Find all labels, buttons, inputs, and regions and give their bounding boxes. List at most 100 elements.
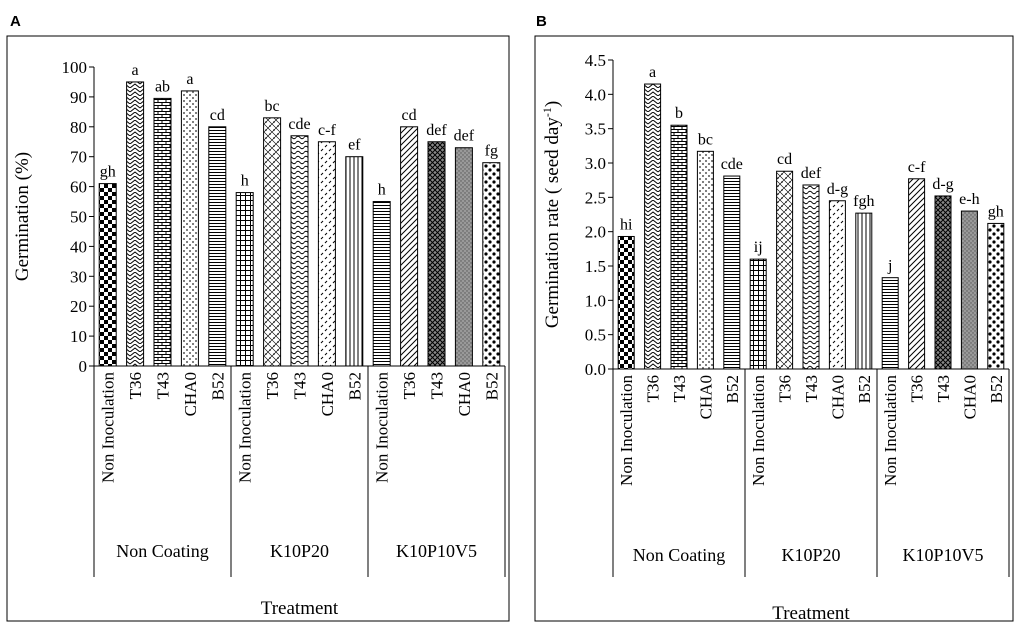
- y-tick-label: 100: [62, 58, 88, 77]
- x-category-label: T43: [428, 372, 447, 399]
- group-label: K10P10V5: [902, 545, 983, 565]
- x-category-label: B52: [723, 375, 742, 403]
- chart-panel-a: A 0 10 20 30 40 50 60 70 80 90 100 Germination (%) gh…: [6, 13, 510, 622]
- bar: [345, 156, 364, 367]
- bar-significance-label: def: [801, 165, 822, 182]
- x-category-label: Non Inoculation: [617, 375, 636, 486]
- y-tick-label: 2.0: [585, 223, 606, 242]
- bar: [881, 277, 899, 370]
- y-tick-label: 2.5: [585, 188, 606, 207]
- y-tick-label: 70: [70, 148, 87, 167]
- bar: [400, 126, 419, 367]
- x-category-label: Non Inoculation: [236, 372, 255, 483]
- bar-significance-label: ab: [155, 78, 170, 95]
- x-category-label: CHA0: [696, 375, 715, 419]
- y-tick-label: 40: [70, 237, 87, 256]
- y-tick-label: 20: [70, 297, 87, 316]
- y-tick-label: 80: [70, 118, 87, 137]
- x-category-label: T36: [263, 372, 282, 399]
- bar: [670, 124, 688, 370]
- y-tick-label: 0.0: [585, 360, 606, 379]
- x-category-label: CHA0: [455, 372, 474, 416]
- x-category-label: B52: [987, 375, 1006, 403]
- group-label: K10P20: [270, 541, 329, 561]
- bar: [427, 141, 446, 367]
- bar: [180, 90, 199, 367]
- y-tick-label: 1.5: [585, 257, 606, 276]
- x-category-label: T36: [400, 372, 419, 399]
- bar-significance-label: h: [378, 182, 386, 199]
- bar: [98, 183, 117, 367]
- y-tick-label: 90: [70, 88, 87, 107]
- bar-significance-label: c-f: [908, 159, 926, 176]
- x-category-label: Non Inoculation: [881, 375, 900, 486]
- bar-significance-label: def: [454, 128, 475, 145]
- germination-rate-chart: B 0.0 0.5 1.0 1.5 2.0 2.5 3.0 3.5 4.0 4.5 Germinati…: [534, 13, 1014, 624]
- bar: [908, 178, 926, 370]
- y-tick-label: 60: [70, 178, 87, 197]
- bar-significance-label: ef: [348, 137, 361, 154]
- bar: [208, 126, 227, 367]
- bar-significance-label: hi: [620, 216, 633, 233]
- bar: [934, 195, 952, 370]
- x-category-label: CHA0: [960, 375, 979, 419]
- x-category-label: T36: [644, 375, 663, 402]
- y-tick-label: 10: [70, 327, 87, 346]
- bar: [126, 81, 145, 367]
- chart-frame: [534, 35, 1014, 622]
- bar: [153, 97, 172, 367]
- bar-significance-label: c-f: [318, 122, 336, 139]
- bar-significance-label: gh: [988, 203, 1004, 220]
- x-category-label: B52: [345, 372, 364, 400]
- bar: [802, 184, 820, 370]
- bar-significance-label: fgh: [853, 193, 874, 210]
- bar-significance-label: cd: [777, 151, 792, 168]
- y-axis-title: Germination rate ( seed day-1): [540, 101, 563, 328]
- bar: [696, 150, 714, 370]
- germination-chart: A 0 10 20 30 40 50 60 70 80 90 100 Germination (%) gh…: [6, 13, 510, 622]
- bar: [290, 135, 309, 367]
- x-category-label: T43: [670, 375, 689, 402]
- y-axis-title-superscript: -1: [540, 107, 554, 117]
- x-category-label: B52: [855, 375, 874, 403]
- bar: [776, 170, 794, 370]
- panel-label: A: [10, 13, 21, 30]
- x-category-label: T36: [126, 372, 145, 399]
- bar: [960, 210, 978, 370]
- bar-significance-label: cd: [402, 107, 417, 124]
- chart-frame: [6, 35, 510, 622]
- y-tick-label: 3.5: [585, 120, 606, 139]
- bar-significance-label: d-g: [932, 176, 953, 193]
- bar-significance-label: a: [186, 71, 193, 88]
- group-label: Non Coating: [633, 545, 726, 565]
- group-label: K10P10V5: [396, 541, 477, 561]
- bar: [644, 83, 662, 370]
- x-category-label: Non Inoculation: [99, 372, 118, 483]
- x-category-label: CHA0: [181, 372, 200, 416]
- y-axis-title-close: ): [542, 101, 563, 107]
- bar: [454, 147, 473, 367]
- panel-label: B: [536, 13, 547, 30]
- group-label: Non Coating: [116, 541, 209, 561]
- x-category-label: B52: [482, 372, 501, 400]
- y-axis-title: Germination (%): [12, 152, 33, 281]
- group-label: K10P20: [781, 545, 840, 565]
- x-category-label: T43: [934, 375, 953, 402]
- y-tick-label: 4.0: [585, 85, 606, 104]
- chart-panel-b: B 0.0 0.5 1.0 1.5 2.0 2.5 3.0 3.5 4.0 4.5 Germinati…: [528, 0, 1018, 629]
- bar: [263, 117, 282, 367]
- bar-significance-label: a: [132, 62, 139, 79]
- bar: [855, 212, 873, 370]
- x-category-label: Non Inoculation: [749, 375, 768, 486]
- y-axis-title-text: Germination (%): [12, 152, 33, 281]
- bar-significance-label: d-g: [827, 181, 848, 198]
- y-tick-label: 0: [79, 357, 88, 376]
- x-axis-title: Treatment: [261, 598, 339, 619]
- y-tick-label: 50: [70, 208, 87, 227]
- bar-significance-label: cd: [210, 107, 225, 124]
- bar-significance-label: h: [241, 173, 249, 190]
- bar: [987, 222, 1005, 370]
- bar-significance-label: j: [887, 258, 892, 275]
- bar-significance-label: bc: [698, 131, 713, 148]
- bar-significance-label: b: [675, 105, 683, 122]
